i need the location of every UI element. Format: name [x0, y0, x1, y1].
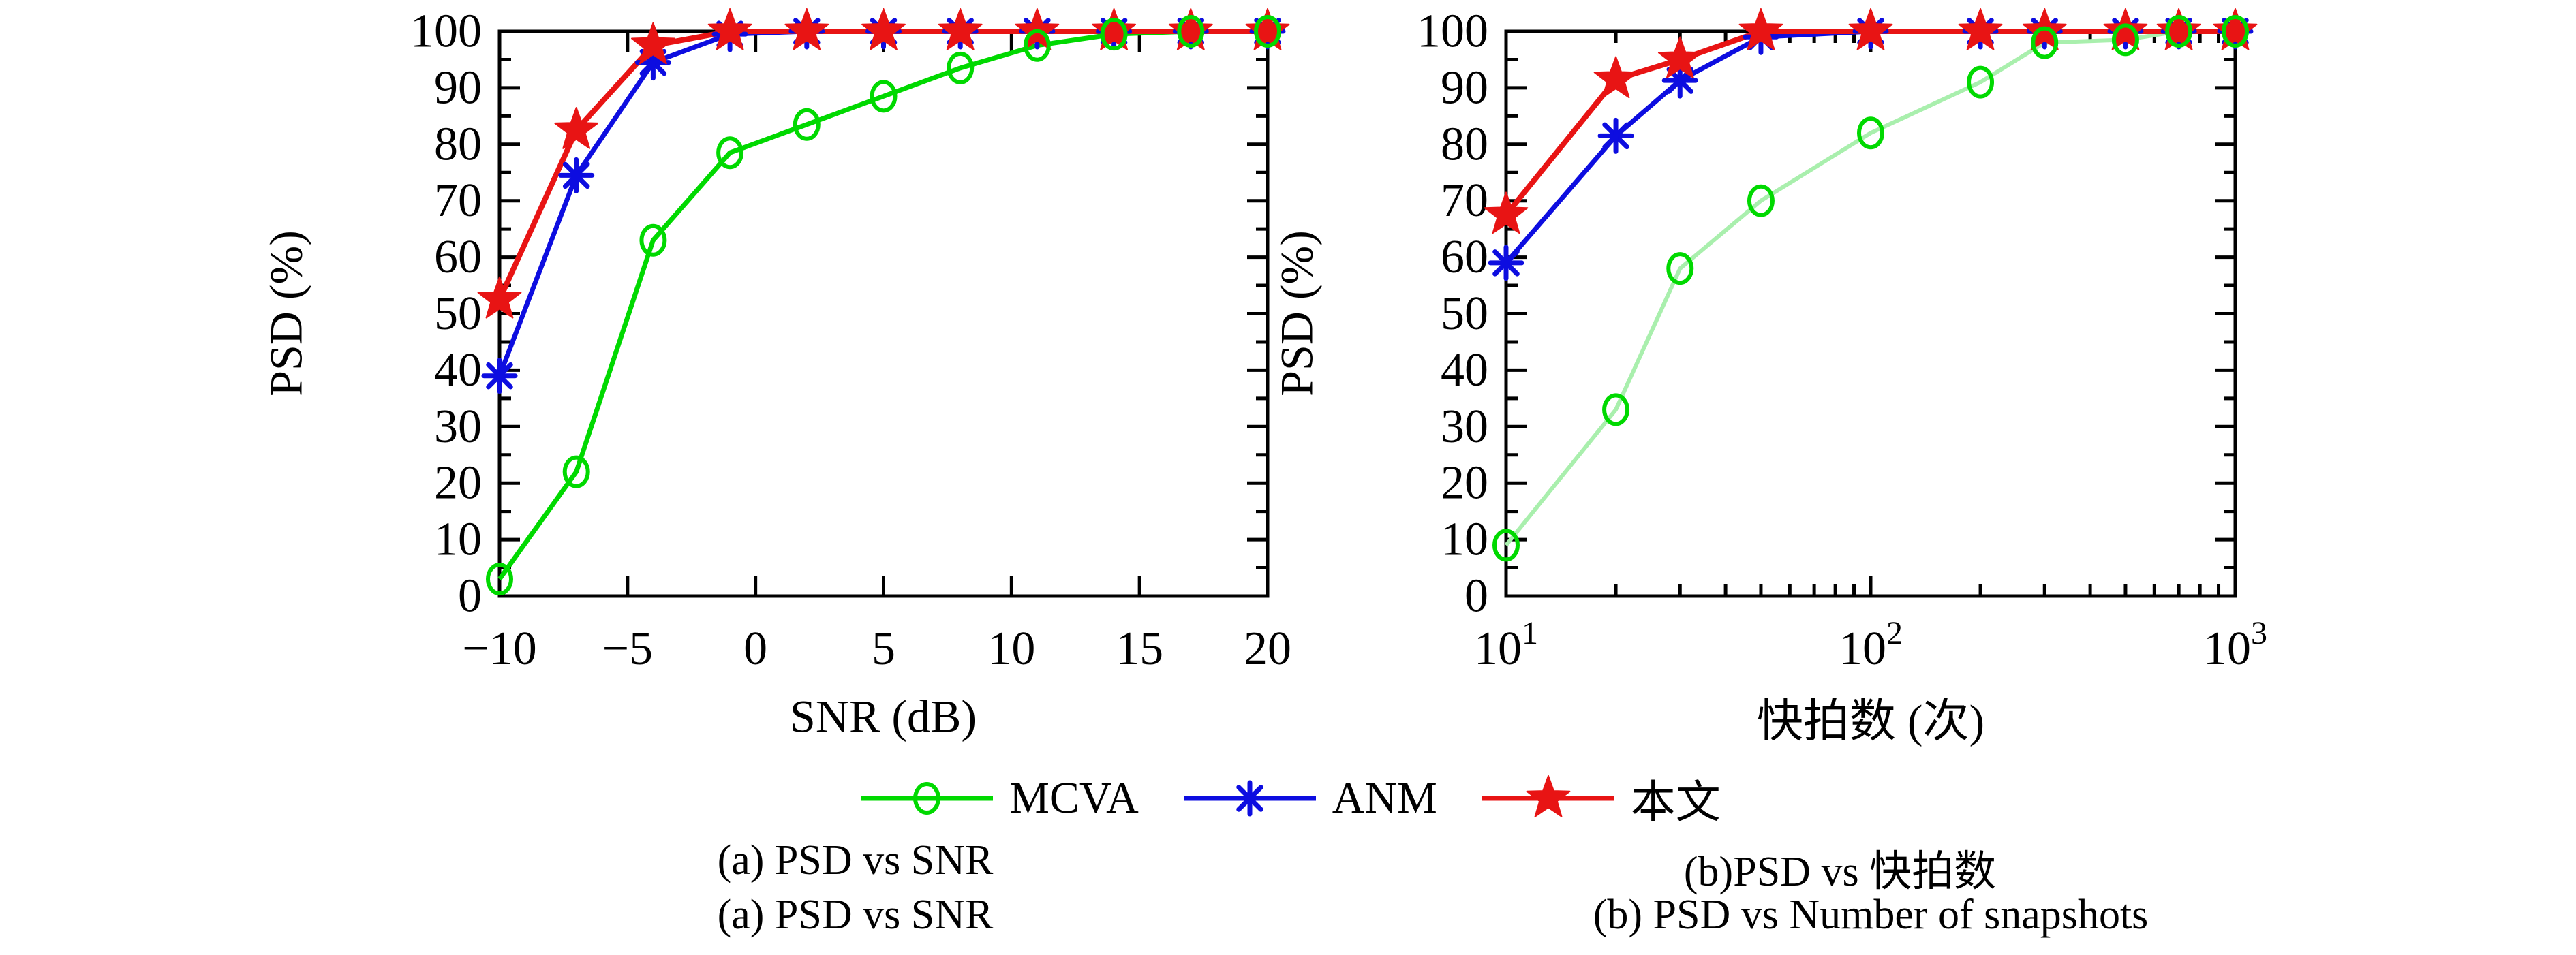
caption-a-top: (a) PSD vs SNR: [717, 837, 994, 883]
svg-text:102: 102: [1839, 615, 1903, 675]
svg-text:20: 20: [1441, 457, 1488, 510]
svg-text:10: 10: [987, 623, 1035, 675]
svg-text:0: 0: [1465, 570, 1488, 623]
svg-text:101: 101: [1474, 615, 1538, 675]
svg-text:60: 60: [434, 231, 482, 283]
svg-text:0: 0: [458, 570, 482, 623]
svg-text:20: 20: [434, 457, 482, 510]
svg-text:50: 50: [434, 287, 482, 340]
svg-text:70: 70: [1441, 174, 1488, 227]
y-axis-label-right: PSD (%): [1270, 230, 1323, 396]
caption-b-bottom: (b) PSD vs Number of snapshots: [1593, 892, 2149, 938]
svg-text:40: 40: [1441, 344, 1488, 396]
svg-text:−10: −10: [462, 623, 536, 675]
x-axis-label-right: 快拍数 (次): [1756, 695, 1985, 747]
caption-b-top: (b)PSD vs 快拍数: [1683, 849, 1997, 895]
svg-text:90: 90: [434, 61, 482, 114]
legend-label-anm: ANM: [1332, 773, 1437, 823]
svg-text:40: 40: [434, 344, 482, 396]
svg-text:30: 30: [434, 401, 482, 453]
svg-text:0: 0: [743, 623, 767, 675]
svg-text:100: 100: [1417, 5, 1488, 58]
y-axis-label-left: PSD (%): [260, 230, 312, 396]
svg-text:10: 10: [1441, 514, 1488, 566]
svg-text:80: 80: [434, 118, 482, 170]
x-axis-label-left: SNR (dB): [790, 690, 977, 742]
mcva-line-marker-icon: [861, 782, 994, 815]
svg-text:103: 103: [2203, 615, 2267, 675]
svg-text:10: 10: [434, 514, 482, 566]
legend-label-proposed: 本文: [1630, 778, 1721, 828]
legend-item-anm: ANM: [1178, 772, 1437, 824]
legend: MCVA ANM 本文: [0, 771, 2576, 828]
legend-label-mcva: MCVA: [1009, 773, 1139, 823]
proposed-line-marker-icon: [1482, 775, 1614, 817]
svg-text:30: 30: [1441, 401, 1488, 453]
svg-text:100: 100: [410, 5, 482, 58]
svg-text:70: 70: [434, 174, 482, 227]
svg-text:60: 60: [1441, 231, 1488, 283]
svg-text:5: 5: [872, 623, 895, 675]
svg-text:15: 15: [1116, 623, 1163, 675]
legend-item-proposed: 本文: [1477, 766, 1721, 831]
svg-text:−5: −5: [602, 623, 653, 675]
caption-a-bottom: (a) PSD vs SNR: [717, 892, 994, 938]
svg-text:90: 90: [1441, 61, 1488, 114]
legend-item-mcva: MCVA: [855, 772, 1139, 824]
anm-line-marker-icon: [1183, 780, 1316, 817]
svg-text:80: 80: [1441, 118, 1488, 170]
svg-text:50: 50: [1441, 287, 1488, 340]
svg-text:20: 20: [1244, 623, 1291, 675]
